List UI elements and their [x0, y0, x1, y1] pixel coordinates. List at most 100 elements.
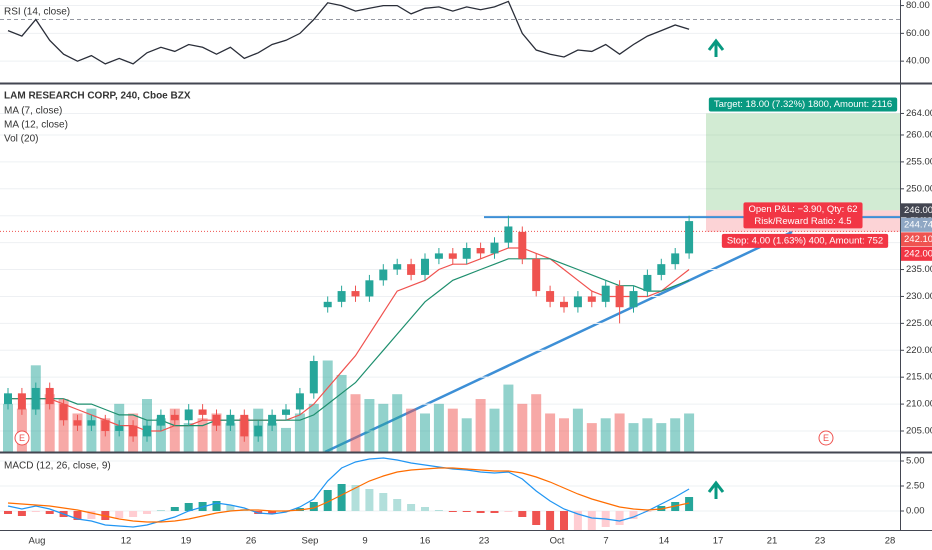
candle-body: [448, 253, 457, 259]
candle-body: [407, 264, 416, 275]
price-flag: [901, 217, 932, 232]
histogram-bar: [17, 511, 26, 516]
up-arrow-icon: [707, 38, 725, 57]
x-tick-label: 21: [767, 536, 778, 547]
candle-body: [4, 393, 12, 405]
ma-legend: MA (12, close): [4, 120, 68, 131]
x-tick-label: 16: [420, 536, 431, 547]
candle-body: [476, 248, 485, 254]
volume-bar: [406, 408, 417, 452]
candle-body: [685, 221, 694, 254]
histogram-bar: [560, 511, 568, 530]
volume-bar: [44, 394, 55, 452]
x-tick-label: 7: [603, 536, 608, 547]
candle-body: [615, 285, 624, 308]
x-tick-label: Sep: [302, 536, 319, 547]
histogram-bar: [143, 511, 151, 514]
histogram-bar: [629, 511, 638, 519]
histogram-bar: [393, 499, 402, 511]
volume-bar: [684, 413, 695, 452]
candle-body: [115, 425, 124, 432]
candle-body: [129, 425, 138, 437]
histogram-bar: [421, 507, 429, 511]
histogram-bar: [4, 511, 12, 514]
candle-body: [31, 387, 40, 410]
x-tick-label: 23: [479, 536, 490, 547]
volume-bar: [308, 403, 319, 452]
axes: [0, 0, 932, 531]
target-zone: [706, 113, 900, 211]
x-tick-label: 17: [713, 536, 724, 547]
ma-line: [8, 247, 690, 432]
volume-bar: [211, 413, 222, 452]
volume-bar: [378, 403, 389, 452]
candle-body: [212, 414, 221, 426]
volume-bar: [559, 418, 569, 452]
volume-bar: [183, 423, 194, 452]
histogram-bar: [462, 511, 471, 512]
volume-bar: [225, 423, 236, 452]
y-tick-label: 225.00: [906, 318, 932, 329]
y-tick-label: 264.00: [906, 108, 932, 119]
candle-body: [629, 291, 638, 308]
histogram-bar: [434, 510, 443, 511]
macd-pane: [0, 457, 900, 530]
candle-body: [17, 393, 26, 410]
volume-bar: [475, 399, 486, 452]
candle-body: [170, 414, 179, 421]
candle-body: [45, 387, 54, 405]
y-tick-label: 0.00: [906, 506, 925, 517]
volume-bar: [489, 408, 500, 452]
volume-bar: [281, 427, 291, 452]
histogram-bar: [337, 484, 346, 511]
histogram-bar: [212, 501, 221, 511]
candle-body: [643, 274, 652, 292]
histogram-bar: [129, 511, 138, 517]
price-flag-label: 246.00: [904, 205, 932, 216]
x-tick-label: 14: [659, 536, 670, 547]
candle-body: [379, 269, 388, 281]
histogram-bar: [685, 497, 694, 511]
volume-bar: [447, 408, 458, 452]
candle-body: [393, 264, 402, 270]
stop-label: Stop: 4.00 (1.63%) 400, Amount: 752: [727, 235, 883, 246]
earnings-marker: [14, 430, 30, 446]
x-tick-label: 12: [121, 536, 132, 547]
volume-bar: [350, 394, 361, 452]
histogram-bar: [115, 511, 124, 518]
candle-body: [434, 253, 443, 259]
volume-bar: [642, 418, 653, 452]
histogram-bar: [156, 510, 165, 511]
volume-bar: [72, 413, 83, 452]
volume-bar: [16, 408, 27, 452]
candle-body: [546, 291, 555, 302]
histogram-bar: [587, 511, 596, 530]
y-tick-label: 205.00: [906, 426, 932, 437]
histogram-bar: [504, 511, 513, 512]
ratio-label: Risk/Reward Ratio: 4.5: [754, 216, 851, 227]
earnings-label: E: [823, 433, 829, 443]
y-tick-label: 5.00: [906, 456, 925, 467]
price-flag-label: 242.10: [904, 234, 932, 245]
candle-body: [490, 242, 499, 254]
histogram-bar: [448, 511, 457, 512]
histogram-bar: [73, 511, 82, 520]
histogram-bar: [31, 511, 40, 512]
histogram-bar: [351, 485, 360, 511]
candle-body: [240, 414, 249, 437]
price-flag: [901, 203, 932, 218]
volume-bar: [656, 423, 667, 452]
volume-bar: [420, 413, 430, 452]
trend-line[interactable]: [324, 230, 793, 452]
candle-body: [365, 280, 374, 297]
y-tick-label: 250.00: [906, 183, 932, 194]
candle-body: [671, 253, 680, 265]
candle-body: [87, 420, 96, 426]
histogram-bar: [184, 503, 193, 511]
candle-body: [560, 301, 568, 308]
candle-body: [101, 420, 110, 432]
candle-body: [73, 420, 82, 426]
y-tick-label: 215.00: [906, 372, 932, 383]
